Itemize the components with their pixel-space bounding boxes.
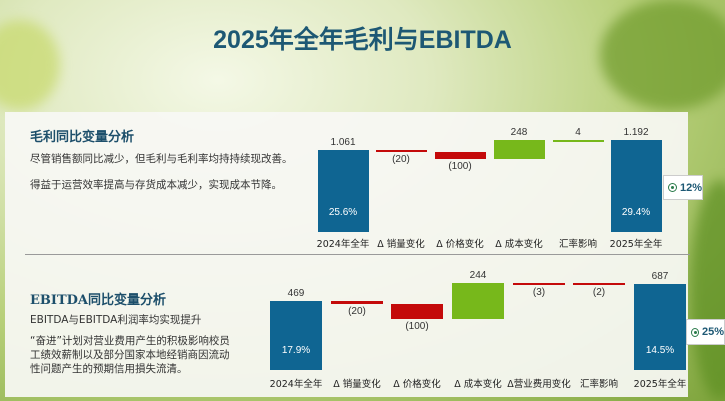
ebitda-growth-badge: 25% <box>686 319 725 345</box>
margin-label: 25.6% <box>328 207 358 218</box>
value-label: 1.192 <box>623 126 649 138</box>
bar-4 <box>552 139 604 142</box>
value-label: 244 <box>469 269 487 281</box>
bar-1 <box>331 301 383 304</box>
bar-3 <box>452 282 504 319</box>
target-icon <box>668 183 677 192</box>
value-label: 4 <box>575 126 581 138</box>
page-title: 2025年全年毛利与EBITDA <box>213 26 512 54</box>
category-label: 2024年全年 <box>269 379 323 390</box>
margin-label: 17.9% <box>281 345 311 356</box>
category-label: Δ 销量变化 <box>377 239 425 250</box>
target-icon <box>691 327 699 337</box>
value-label: (100) <box>405 320 429 332</box>
value-label: (100) <box>448 161 472 173</box>
section-divider <box>25 254 690 255</box>
category-label: Δ 成本变化 <box>495 239 543 250</box>
bar-2 <box>434 151 486 160</box>
ebitda-growth-value: 25% <box>701 326 724 338</box>
bar-3 <box>493 140 545 160</box>
category-label: Δ 价格变化 <box>436 239 484 250</box>
ebitda-line-1: EBITDA与EBITDA利润率均实现提升 <box>30 314 202 326</box>
ebitda-line-2: “奋进”计划对营业费用产生的积极影响校员工绩效薪制以及部分国家本地经销商因流动性… <box>30 335 230 375</box>
bar-1 <box>375 149 427 152</box>
bar-0 <box>270 301 322 370</box>
category-label: Δ 销量变化 <box>333 379 381 390</box>
background-leaf <box>600 0 725 110</box>
category-label: 汇率影响 <box>558 239 597 250</box>
bar-4 <box>513 282 565 285</box>
margin-label: 14.5% <box>645 345 675 356</box>
value-label: 1.061 <box>330 136 356 148</box>
margin-label: 29.4% <box>621 207 651 218</box>
value-label: (2) <box>592 287 606 299</box>
gross-heading: 毛利同比变量分析 <box>30 130 135 145</box>
bar-2 <box>391 303 443 319</box>
category-label: 汇率影响 <box>579 379 618 390</box>
gross-growth-badge: 12% <box>663 175 703 200</box>
value-label: (20) <box>348 305 366 317</box>
value-label: (3) <box>532 286 546 298</box>
value-label: (20) <box>392 153 410 165</box>
background-leaf <box>690 180 725 400</box>
gross-line-2: 得益于运营效率提高与存货成本减少，实现成本节降。 <box>30 179 282 191</box>
bar-5 <box>610 139 662 232</box>
bar-6 <box>634 283 686 370</box>
category-label: 2024年全年 <box>316 239 370 250</box>
bar-5 <box>573 283 625 286</box>
category-label: Δ营业费用变化 <box>507 379 571 390</box>
category-label: Δ 成本变化 <box>454 379 502 390</box>
category-label: 2025年全年 <box>609 239 663 250</box>
value-label: 248 <box>510 127 528 139</box>
value-label: 469 <box>287 288 305 300</box>
bar-0 <box>317 149 369 232</box>
category-label: 2025年全年 <box>633 379 687 390</box>
category-label: Δ 价格变化 <box>393 379 441 390</box>
value-label: 687 <box>651 270 669 282</box>
ebitda-heading: EBITDA同比变量分析 <box>30 293 167 308</box>
gross-growth-value: 12% <box>679 181 702 194</box>
gross-line-1: 尽管销售额同比减少，但毛利与毛利率均持持续现改善。 <box>30 153 293 165</box>
